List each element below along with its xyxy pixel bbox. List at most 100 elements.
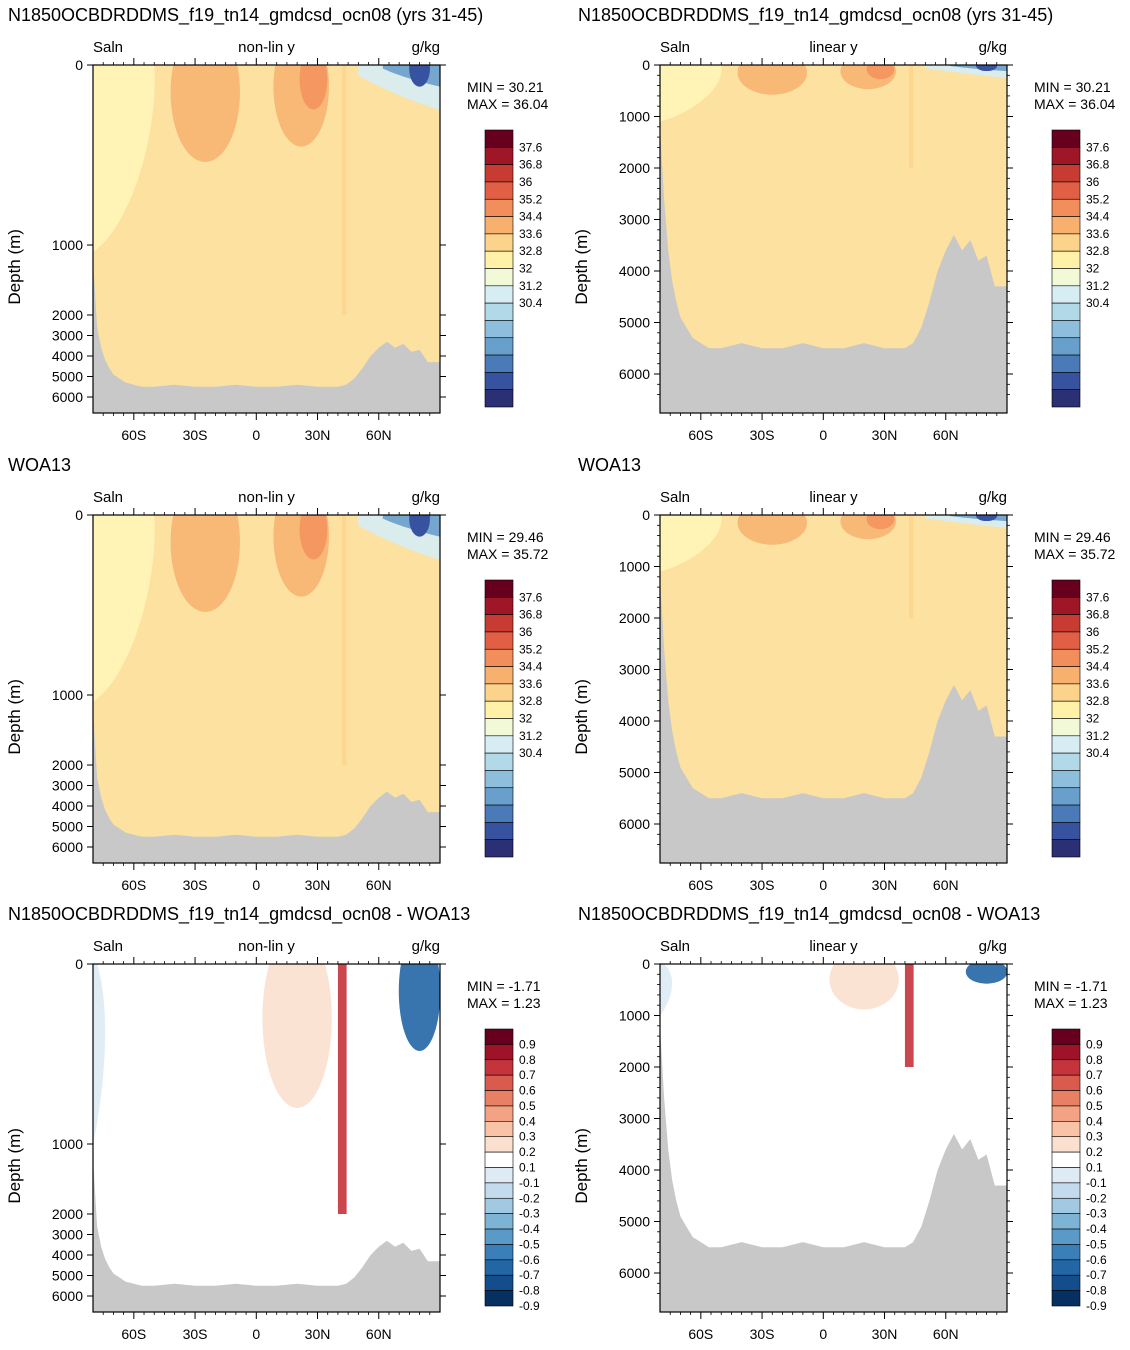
colorbar-segment [1051,1121,1081,1138]
colorbar-segment [484,614,514,633]
x-tick-label: 30N [872,427,898,443]
colorbar-label: 31.2 [519,279,543,293]
colorbar-label: -0.3 [1086,1207,1107,1221]
colorbar-segment [484,354,514,373]
panels: N1850OCBDRDDMS_f19_tn14_gmdcsd_ocn08 (yr… [5,5,1116,1342]
colorbar-label: 32 [1086,712,1100,726]
min-label: MIN = -1.71 [1034,978,1108,994]
colorbar-label: 0.6 [1086,1084,1103,1098]
colorbar-segment [1051,250,1081,269]
colorbar-segment [484,804,514,823]
colorbar-label: 31.2 [519,729,543,743]
neg-anomaly-arctic [398,964,440,1051]
chart-panel: WOA13 Saln linear y g/kg 0 1000 2000 3000 4000 50… [572,455,1116,893]
y-tick-label: 6000 [52,389,83,405]
x-tick-label: 30S [183,1326,208,1342]
colorbar-segment [1051,1090,1081,1107]
salinity-core-south [737,515,807,545]
min-label: MIN = 29.46 [1034,529,1111,545]
x-tick-label: 0 [252,1326,260,1342]
x-tick-label: 60S [121,877,146,893]
chart-title: WOA13 [578,455,641,475]
field-label: Saln [660,938,690,955]
colorbar-segment [1051,181,1081,200]
colorbar-segment [1051,1259,1081,1276]
colorbar-segment [484,839,514,858]
colorbar-label: -0.2 [519,1191,540,1205]
colorbar-label: -0.8 [519,1284,540,1298]
salinity-core-south [170,65,240,162]
colorbar-segment [484,648,514,667]
scale-label: non-lin y [238,489,295,506]
max-label: MAX = 36.04 [1034,96,1116,112]
field-area [660,65,1007,413]
colorbar-label: 33.6 [519,227,543,241]
colorbar-segment [1051,1213,1081,1230]
y-tick-label: 5000 [619,765,650,781]
colorbar-label: 0.2 [519,1145,536,1159]
colorbar-segment [1051,268,1081,287]
salinity-max [866,65,895,80]
colorbar-segment [1051,666,1081,685]
freshest-arctic [409,515,430,537]
colorbar-label: 32 [1086,262,1100,276]
colorbar-label: 34.4 [1086,210,1110,224]
y-tick-label: 6000 [619,1265,650,1281]
colorbar-label: 36.8 [519,608,543,622]
field-label: Saln [93,489,123,506]
y-tick-label: 1000 [52,1136,83,1152]
x-tick-label: 30N [872,1326,898,1342]
units-label: g/kg [412,39,440,56]
colorbar-label: 34.4 [1086,660,1110,674]
colorbar-label: -0.5 [1086,1237,1107,1251]
colorbar-segment [1051,233,1081,252]
y-tick-label: 6000 [52,1288,83,1304]
colorbar-segment [484,268,514,287]
chart-title: N1850OCBDRDDMS_f19_tn14_gmdcsd_ocn08 (yr… [8,5,483,26]
x-tick-label: 0 [819,877,827,893]
min-label: MIN = 30.21 [467,79,544,95]
colorbar-segment [484,822,514,840]
colorbar-segment [484,1044,514,1061]
y-tick-label: 5000 [52,1268,83,1284]
y-tick-label: 2000 [52,307,83,323]
colorbar-label: 0.1 [1086,1161,1103,1175]
colorbar-label: -0.3 [519,1207,540,1221]
x-tick-label: 0 [819,1326,827,1342]
colorbar-label: 0.9 [1086,1037,1103,1051]
colorbar-segment [1051,285,1081,304]
y-tick-label: 5000 [619,315,650,331]
colorbar-label: 36 [519,175,533,189]
field-area [660,515,1007,863]
colorbar-segment [484,1090,514,1107]
x-tick-label: 60N [366,877,392,893]
colorbar-segment [1051,787,1081,806]
scale-label: non-lin y [238,39,295,56]
y-tick-label: 5000 [52,819,83,835]
salinity-core-south [737,65,807,95]
colorbar-label: 0.1 [519,1161,536,1175]
y-axis-label: Depth (m) [572,679,591,755]
max-label: MAX = 1.23 [467,995,541,1011]
x-tick-label: 60N [933,1326,959,1342]
colorbar-segment [484,631,514,650]
y-tick-label: 2000 [52,1206,83,1222]
y-axis-label: Depth (m) [572,229,591,305]
y-tick-label: 1000 [619,559,650,575]
land-mask [660,126,1007,413]
field-area [93,964,440,1312]
field-label: Saln [93,938,123,955]
colorbar-label: -0.9 [1086,1299,1107,1313]
colorbar-segment [484,597,514,615]
chart-title: N1850OCBDRDDMS_f19_tn14_gmdcsd_ocn08 (yr… [578,5,1053,26]
x-tick-label: 30N [872,877,898,893]
colorbar-segment [1051,320,1081,339]
colorbar-segment [1051,198,1081,217]
x-tick-label: 60N [933,427,959,443]
chart-panel: N1850OCBDRDDMS_f19_tn14_gmdcsd_ocn08 - W… [572,904,1108,1342]
freshest-arctic [409,65,430,87]
y-tick-label: 0 [642,956,650,972]
chart-panel: N1850OCBDRDDMS_f19_tn14_gmdcsd_ocn08 (yr… [572,5,1116,443]
colorbar-label: 0.6 [519,1084,536,1098]
colorbar-segment [1051,1274,1081,1291]
